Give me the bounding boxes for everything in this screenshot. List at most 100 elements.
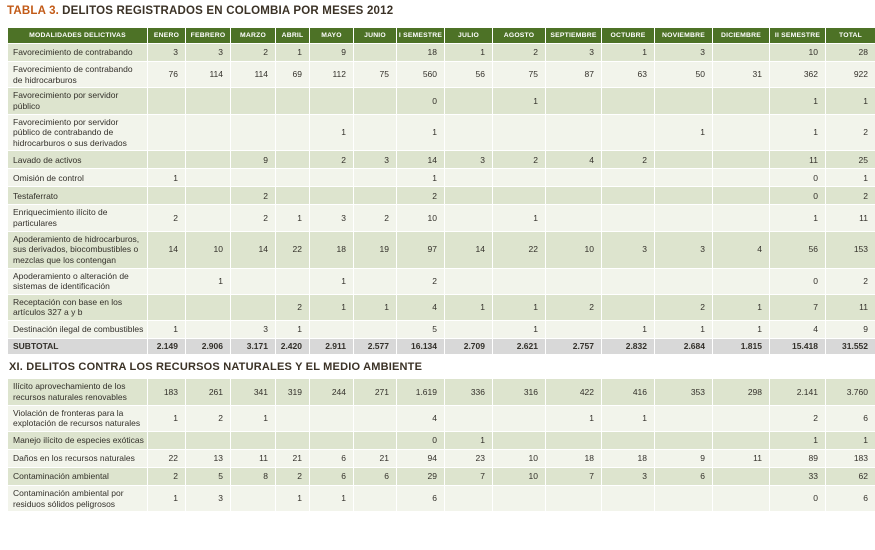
cell-value: 1 bbox=[769, 430, 826, 450]
cell-value bbox=[353, 168, 397, 188]
row-label: Manejo ilícito de especies exóticas bbox=[7, 430, 148, 450]
row-label: Ilícito aprovechamiento de los recursos … bbox=[7, 378, 148, 406]
cell-value: 4 bbox=[769, 320, 826, 339]
cell-value bbox=[185, 150, 231, 170]
cell-value: 1 bbox=[309, 113, 354, 152]
cell-value bbox=[275, 186, 310, 206]
cell-value bbox=[230, 267, 276, 295]
cell-value bbox=[147, 186, 186, 206]
table-title-prefix: TABLA 3. bbox=[7, 5, 60, 17]
cell-value bbox=[275, 150, 310, 170]
cell-value bbox=[654, 430, 713, 450]
cell-value: 4 bbox=[396, 293, 445, 322]
cell-value: 2.757 bbox=[545, 338, 602, 355]
cell-value: 89 bbox=[769, 448, 826, 468]
column-header: SEPTIEMBRE bbox=[545, 27, 602, 44]
cell-value: 2.149 bbox=[147, 338, 186, 355]
cell-value: 2 bbox=[353, 204, 397, 232]
cell-value bbox=[712, 168, 770, 188]
cell-value: 75 bbox=[492, 60, 546, 89]
cell-value bbox=[492, 430, 546, 450]
cell-value: 1 bbox=[147, 168, 186, 188]
cell-value bbox=[545, 484, 602, 513]
cell-value: 3 bbox=[309, 204, 354, 232]
cell-value: 1 bbox=[396, 168, 445, 188]
cell-value bbox=[275, 87, 310, 115]
cell-value: 3 bbox=[545, 43, 602, 62]
cell-value bbox=[353, 404, 397, 432]
cell-value: 1 bbox=[147, 404, 186, 432]
cell-value: 2 bbox=[825, 113, 875, 152]
cell-value: 2 bbox=[275, 293, 310, 322]
cell-value: 3 bbox=[601, 466, 655, 486]
cell-value: 422 bbox=[545, 378, 602, 406]
cell-value bbox=[601, 484, 655, 513]
cell-value bbox=[353, 430, 397, 450]
cell-value: 1 bbox=[769, 113, 826, 152]
cell-value bbox=[275, 168, 310, 188]
cell-value: 1 bbox=[309, 267, 354, 295]
cell-value: 2 bbox=[396, 267, 445, 295]
cell-value: 1 bbox=[825, 87, 875, 115]
table-row: Favorecimiento de contrabando de hidroca… bbox=[7, 60, 875, 89]
cell-value bbox=[230, 430, 276, 450]
cell-value bbox=[353, 267, 397, 295]
row-label: Favorecimiento de contrabando bbox=[7, 43, 148, 62]
cell-value: 2 bbox=[230, 186, 276, 206]
table-row: Apoderamiento o alteración de sistemas d… bbox=[7, 267, 875, 295]
cell-value bbox=[353, 87, 397, 115]
cell-value: 336 bbox=[444, 378, 493, 406]
cell-value: 1 bbox=[230, 404, 276, 432]
cell-value bbox=[545, 320, 602, 339]
row-label: Daños en los recursos naturales bbox=[7, 448, 148, 468]
cell-value: 362 bbox=[769, 60, 826, 89]
column-header: AGOSTO bbox=[492, 27, 546, 44]
row-label: Lavado de activos bbox=[7, 150, 148, 170]
cell-value: 2 bbox=[147, 204, 186, 232]
cell-value: 11 bbox=[825, 204, 875, 232]
cell-value: 10 bbox=[492, 448, 546, 468]
cell-value: 0 bbox=[769, 267, 826, 295]
cell-value: 2.709 bbox=[444, 338, 493, 355]
cell-value bbox=[275, 430, 310, 450]
cell-value bbox=[185, 87, 231, 115]
cell-value: 2 bbox=[309, 150, 354, 170]
cell-value: 6 bbox=[396, 484, 445, 513]
cell-value bbox=[492, 484, 546, 513]
cell-value bbox=[545, 267, 602, 295]
cell-value: 4 bbox=[396, 404, 445, 432]
cell-value bbox=[712, 113, 770, 152]
row-label: Favorecimiento por servidor público de c… bbox=[7, 113, 148, 152]
cell-value: 21 bbox=[275, 448, 310, 468]
row-label: Contaminación ambiental por residuos sól… bbox=[7, 484, 148, 513]
cell-value: 2 bbox=[601, 150, 655, 170]
cell-value bbox=[601, 204, 655, 232]
cell-value: 1 bbox=[275, 204, 310, 232]
cell-value bbox=[712, 43, 770, 62]
cell-value: 6 bbox=[825, 484, 875, 513]
cell-value: 298 bbox=[712, 378, 770, 406]
cell-value: 18 bbox=[396, 43, 445, 62]
column-header: MAYO bbox=[309, 27, 354, 44]
row-label: Favorecimiento de contrabando de hidroca… bbox=[7, 60, 148, 89]
row-label: Omisión de control bbox=[7, 168, 148, 188]
cell-value bbox=[185, 186, 231, 206]
cell-value: 4 bbox=[545, 150, 602, 170]
cell-value: 183 bbox=[147, 378, 186, 406]
cell-value: 1.619 bbox=[396, 378, 445, 406]
cell-value: 6 bbox=[353, 466, 397, 486]
table-row: Contaminación ambiental 2 5 8 2 6 6 29 7 10 7 3 6 33 6… bbox=[7, 466, 875, 486]
cell-value: 922 bbox=[825, 60, 875, 89]
cell-value: 3 bbox=[444, 150, 493, 170]
cell-value bbox=[353, 484, 397, 513]
row-label: Contaminación ambiental bbox=[7, 466, 148, 486]
table-row: Contaminación ambiental por residuos sól… bbox=[7, 484, 875, 513]
cell-value: 114 bbox=[185, 60, 231, 89]
cell-value: 1 bbox=[601, 43, 655, 62]
cell-value bbox=[712, 186, 770, 206]
cell-value: 1.815 bbox=[712, 338, 770, 355]
cell-value: 3 bbox=[654, 43, 713, 62]
cell-value bbox=[309, 168, 354, 188]
cell-value: 2.420 bbox=[275, 338, 310, 355]
cell-value bbox=[147, 87, 186, 115]
